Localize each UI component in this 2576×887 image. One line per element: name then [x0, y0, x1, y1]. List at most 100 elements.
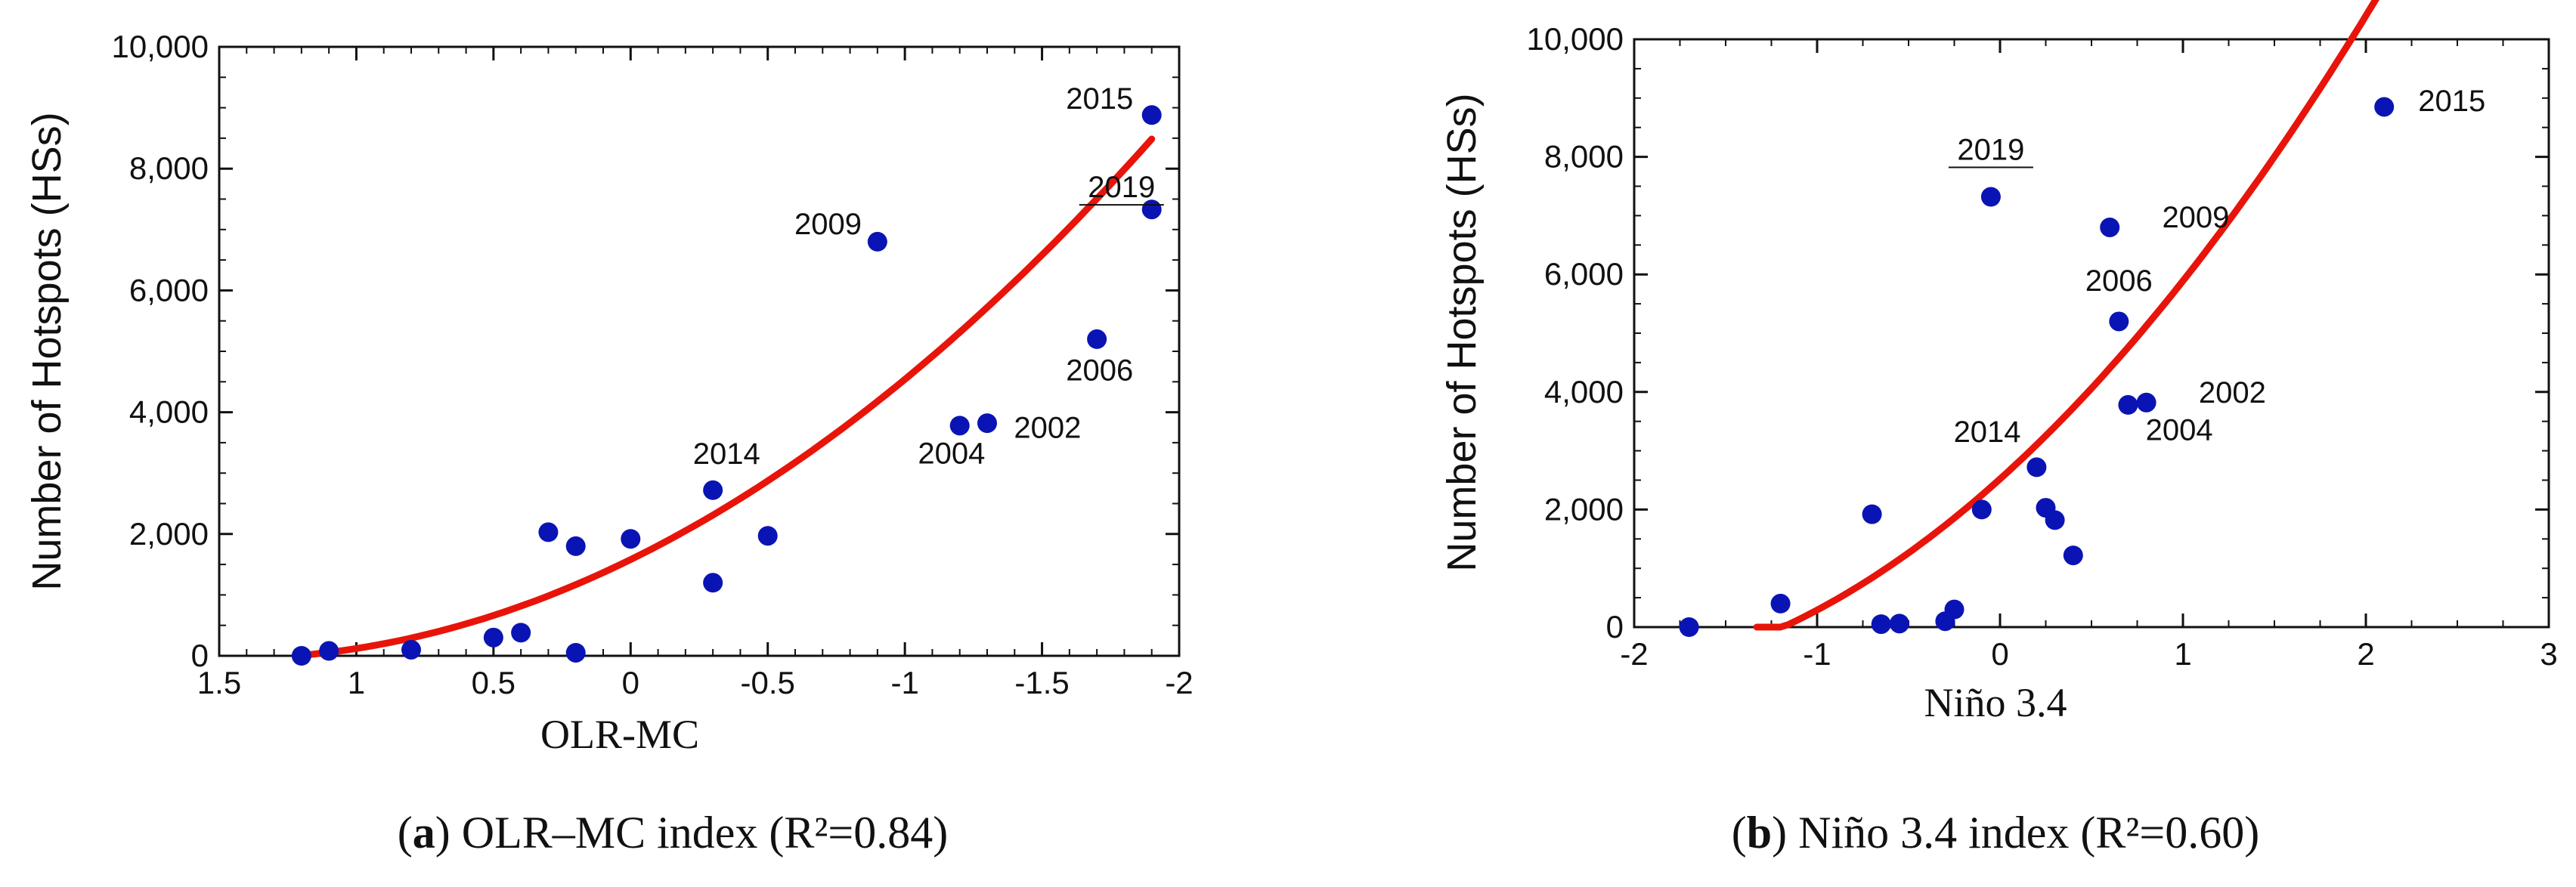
fit-curve — [298, 135, 1156, 659]
y-tick-label: 2,000 — [129, 516, 209, 552]
year-label-2014: 2014 — [693, 437, 760, 471]
y-tick-label: 0 — [1606, 609, 1624, 644]
data-point — [1971, 499, 1992, 520]
y-tick-label: 8,000 — [1544, 139, 1624, 175]
data-point — [1871, 614, 1891, 635]
data-point — [1679, 617, 1699, 637]
data-point — [2045, 510, 2065, 530]
data-point — [1862, 504, 1882, 524]
caption-a-letter: a — [413, 808, 435, 858]
chart-b-y-axis-label: Number of Hotspots (HSs) — [1439, 93, 1485, 571]
y-tick-label: 10,000 — [112, 29, 209, 64]
data-point — [565, 642, 586, 663]
chart-b-annotations: 2019 2009 2006 2002 2004 2014 2015 — [1948, 85, 2485, 449]
chart-b-y-ticks: 0 2,000 4,000 6,000 8,000 10,000 — [1527, 21, 2549, 644]
chart-a-x-ticks: 1.5 1 0.5 0 -0.5 -1 -1.5 -2 — [197, 47, 1194, 700]
data-point — [757, 526, 778, 546]
chart-a-y-ticks: 0 2,000 4,000 6,000 8,000 10,000 — [112, 29, 1179, 673]
year-label-2015: 2015 — [2418, 85, 2485, 118]
year-label-2014: 2014 — [1954, 416, 2021, 449]
y-tick-label: 6,000 — [129, 272, 209, 308]
chart-a-fit-layer — [298, 135, 1156, 659]
data-point-2004 — [949, 416, 970, 436]
data-point — [511, 623, 531, 643]
chart-a-olr-mc: 0 2,000 4,000 6,000 8,000 10,000 1.5 1 0.5 0 -0.5… — [24, 29, 1194, 757]
data-point-2015 — [1141, 105, 1162, 125]
chart-a-points — [291, 105, 1162, 666]
y-tick-label: 4,000 — [129, 394, 209, 430]
fit-curve — [1753, 0, 2379, 631]
data-point — [2063, 545, 2083, 566]
y-tick-label: 0 — [191, 638, 209, 673]
x-tick-label: 2 — [2357, 636, 2374, 672]
caption-b: (b) Niño 3.4 index (R²=0.60) — [1732, 808, 2259, 858]
caption-b-text: Niño 3.4 index (R²=0.60) — [1798, 808, 2259, 858]
chart-a-plot-frame — [218, 45, 1181, 657]
chart-a-y-axis-label: Number of Hotspots (HSs) — [24, 112, 70, 590]
year-label-2006: 2006 — [2085, 264, 2153, 298]
data-point — [483, 627, 503, 647]
chart-b-x-axis-label: Niño 3.4 — [1924, 680, 2067, 725]
chart-b-plot-frame — [1633, 38, 2550, 629]
year-label-2019: 2019 — [1957, 133, 2024, 166]
x-tick-label: -1.5 — [1014, 665, 1069, 700]
data-point-2009 — [2100, 217, 2120, 237]
x-tick-label: 0.5 — [472, 665, 516, 700]
data-point — [621, 529, 641, 549]
y-tick-label: 10,000 — [1527, 21, 1624, 57]
data-point-2009 — [867, 231, 887, 252]
data-point — [538, 522, 559, 542]
x-tick-label: -2 — [1620, 636, 1648, 672]
year-label-2006: 2006 — [1066, 354, 1133, 388]
data-point — [319, 641, 339, 661]
y-tick-label: 2,000 — [1544, 491, 1624, 527]
data-point-2014 — [2026, 457, 2047, 477]
year-label-2002: 2002 — [1014, 411, 1081, 444]
y-tick-label: 4,000 — [1544, 374, 1624, 410]
y-tick-label: 8,000 — [129, 150, 209, 186]
year-label-2019: 2019 — [1088, 171, 1155, 204]
x-tick-label: -0.5 — [741, 665, 795, 700]
chart-a-annotations: 2014 2009 2004 2002 2006 2015 2019 — [693, 82, 1164, 471]
data-point-2015 — [2374, 97, 2395, 117]
data-point-2006 — [1087, 329, 1107, 349]
x-tick-label: 1.5 — [197, 665, 241, 700]
year-label-2004: 2004 — [918, 437, 985, 470]
data-point — [401, 639, 421, 660]
x-tick-label: 1 — [348, 665, 365, 700]
x-tick-label: -1 — [1803, 636, 1831, 672]
year-label-2002: 2002 — [2199, 376, 2266, 410]
data-point-2019 — [1980, 187, 2001, 207]
data-point — [1770, 593, 1791, 613]
caption-b-letter: b — [1747, 808, 1772, 858]
caption-a-text: OLR–MC index (R²=0.84) — [462, 808, 948, 858]
x-tick-label: 3 — [2540, 636, 2557, 672]
data-point — [703, 573, 723, 593]
data-point — [291, 646, 311, 666]
data-point-2004 — [2118, 394, 2138, 415]
data-point-2014 — [703, 480, 723, 500]
data-point-2002 — [977, 413, 997, 434]
year-label-2009: 2009 — [2162, 201, 2229, 234]
data-point — [1944, 599, 1965, 620]
x-tick-label: 0 — [622, 665, 639, 700]
chart-b-x-ticks: -2 -1 0 1 2 3 — [1620, 39, 2558, 672]
chart-a-x-axis-label: OLR-MC — [540, 712, 699, 757]
y-tick-label: 6,000 — [1544, 256, 1624, 292]
caption-a: (a) OLR–MC index (R²=0.84) — [398, 808, 948, 858]
data-point — [1889, 613, 1909, 634]
year-label-2015: 2015 — [1066, 82, 1133, 116]
x-tick-label: 0 — [1991, 636, 2008, 672]
chart-b-nino34: 0 2,000 4,000 6,000 8,000 10,000 -2 -1 0 1 2 3 201… — [1439, 0, 2558, 725]
data-point-2006 — [2109, 311, 2129, 332]
chart-b-fit-layer — [1753, 0, 2379, 631]
year-label-2009: 2009 — [794, 208, 862, 241]
x-tick-label: -2 — [1165, 665, 1193, 700]
data-point — [565, 536, 586, 556]
chart-b-points — [1679, 97, 2395, 637]
year-label-2004: 2004 — [2146, 414, 2213, 447]
x-tick-label: 1 — [2174, 636, 2191, 672]
data-point-2002 — [2136, 392, 2156, 413]
x-tick-label: -1 — [890, 665, 918, 700]
